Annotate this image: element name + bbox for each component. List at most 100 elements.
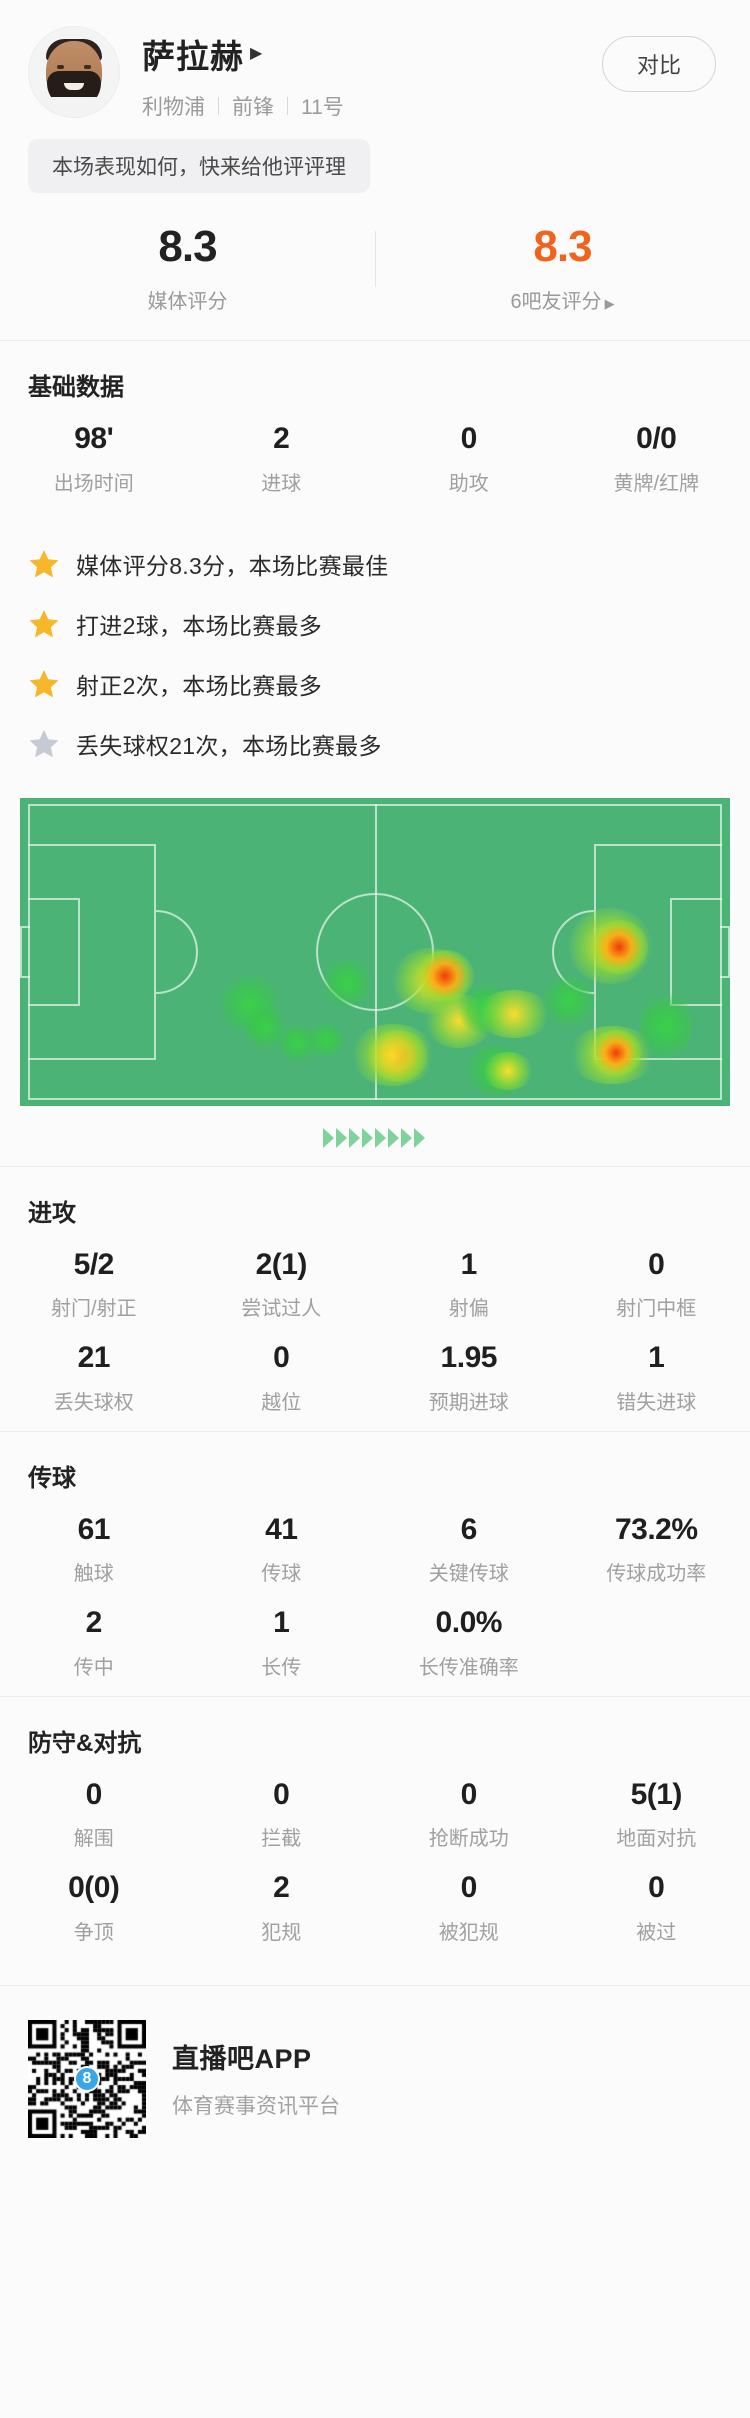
- player-identity: 萨拉赫 ▶ 利物浦 前锋 11号: [142, 24, 602, 121]
- stat-value: 2: [273, 422, 290, 456]
- attack-stat-row-1: 5/2 射门/射正 2(1) 尝试过人 1 射偏 0 射门中框: [0, 1234, 750, 1328]
- passing-stat-row-2: 2 传中 1 长传 0.0% 长传准确率: [0, 1592, 750, 1686]
- player-number: 11号: [301, 96, 344, 119]
- stat-label: 传中: [73, 1656, 114, 1679]
- stat-label: 错失进球: [616, 1391, 697, 1414]
- stat-label: 抢断成功: [428, 1828, 509, 1851]
- chevron-right-icon: [349, 1127, 360, 1148]
- avatar-mouth: [64, 83, 84, 90]
- chevron-right-icon: [336, 1127, 347, 1148]
- stat-cell: 2 进球: [188, 420, 376, 496]
- chevron-right-icon: ▶: [250, 45, 263, 62]
- section-attack: 进攻 5/2 射门/射正 2(1) 尝试过人 1 射偏 0 射门中框 21 丢失…: [0, 1166, 750, 1431]
- rate-prompt-banner[interactable]: 本场表现如何，快来给他评评理: [28, 139, 370, 193]
- chevron-right-icon: [375, 1127, 386, 1148]
- pitch-six-yard-left: [28, 897, 80, 1006]
- stat-value: 73.2%: [614, 1512, 698, 1546]
- scroll-hint-chevrons[interactable]: [0, 1105, 750, 1166]
- stat-value: 41: [265, 1512, 298, 1546]
- ratings-row: 8.3 媒体评分 8.3 6吧友评分 ▶: [0, 193, 750, 341]
- star-icon: [28, 608, 60, 640]
- stat-value: 5(1): [630, 1777, 683, 1811]
- section-title-basic: 基础数据: [28, 374, 124, 402]
- rating-fans-value: 8.3: [533, 222, 592, 271]
- stat-cell: 0/0 黄牌/红牌: [563, 420, 750, 496]
- pitch-six-yard-right: [670, 897, 722, 1006]
- defense-stat-row-1: 0 解围 0 拦截 0 抢断成功 5(1) 地面对抗: [0, 1764, 750, 1858]
- stat-label: 长传准确率: [418, 1656, 519, 1679]
- stat-label: 被过: [636, 1921, 677, 1944]
- rating-fans[interactable]: 8.3 6吧友评分 ▶: [375, 222, 750, 314]
- avatar-shoulders: [31, 97, 117, 117]
- stat-cell: 98' 出场时间: [0, 420, 188, 496]
- stat-value: 0: [648, 1247, 665, 1281]
- stat-cell: 61 触球: [0, 1511, 188, 1587]
- stat-cell: 41 传球: [188, 1511, 376, 1587]
- stat-label: 助攻: [448, 472, 489, 495]
- stat-label: 拦截: [261, 1828, 302, 1851]
- avatar-eye-right: [84, 65, 91, 69]
- stat-cell: 2(1) 尝试过人: [188, 1246, 376, 1322]
- defense-stat-row-2: 0(0) 争顶 2 犯规 0 被犯规 0 被过: [0, 1857, 750, 1951]
- stat-label: 预期进球: [428, 1391, 509, 1414]
- stat-cell: 0.0% 长传准确率: [375, 1604, 563, 1680]
- list-item: 打进2球，本场比赛最多: [28, 594, 722, 654]
- stat-value: 2: [273, 1871, 290, 1905]
- stat-value: 0: [273, 1777, 290, 1811]
- meta-divider-1: [218, 97, 219, 115]
- chevron-right-icon: [401, 1127, 412, 1148]
- stat-label: 传球成功率: [606, 1563, 707, 1586]
- stat-label: 丢失球权: [53, 1391, 134, 1414]
- player-header: 萨拉赫 ▶ 利物浦 前锋 11号 对比: [0, 0, 750, 121]
- avatar-eye-left: [57, 65, 64, 69]
- pitch-center-circle: [316, 892, 434, 1011]
- pitch-goal-right: [720, 925, 730, 978]
- player-name-row[interactable]: 萨拉赫 ▶: [142, 30, 602, 78]
- passing-stat-row-1: 61 触球 41 传球 6 关键传球 73.2% 传球成功率: [0, 1499, 750, 1593]
- highlight-text: 媒体评分8.3分，本场比赛最佳: [76, 552, 389, 579]
- heatmap-wrap: [0, 797, 750, 1106]
- stat-cell: 2 犯规: [188, 1869, 376, 1945]
- highlight-text: 丢失球权21次，本场比赛最多: [76, 732, 382, 759]
- stat-label: 进球: [261, 472, 302, 495]
- rate-prompt-wrap: 本场表现如何，快来给他评评理: [0, 121, 750, 193]
- stat-value: 5/2: [73, 1247, 115, 1281]
- stat-label: 越位: [261, 1391, 302, 1414]
- compare-button[interactable]: 对比: [601, 36, 716, 92]
- qr-code[interactable]: 8: [28, 2019, 146, 2138]
- footer-app-name: 直播吧APP: [172, 2044, 312, 2075]
- player-avatar[interactable]: [28, 26, 120, 118]
- stat-value: 2: [85, 1606, 103, 1640]
- player-team: 利物浦: [142, 96, 205, 119]
- chevron-right-icon: [414, 1127, 425, 1148]
- stat-value: 1.95: [440, 1341, 498, 1375]
- stat-label: 出场时间: [53, 472, 134, 495]
- chevron-right-icon: [323, 1127, 334, 1148]
- star-icon: [28, 548, 60, 580]
- section-title-passing: 传球: [28, 1464, 76, 1492]
- section-defense: 防守&对抗 0 解围 0 拦截 0 抢断成功 5(1) 地面对抗 0(0) 争顶: [0, 1696, 750, 1961]
- rating-fans-label: 6吧友评分 ▶: [510, 291, 615, 314]
- star-icon: [28, 668, 60, 700]
- player-heatmap-pitch[interactable]: [20, 797, 730, 1106]
- stat-cell: 5/2 射门/射正: [0, 1246, 188, 1322]
- stat-value: 6: [460, 1512, 478, 1546]
- qr-badge: 8: [74, 2065, 100, 2092]
- stat-cell: 0 被犯规: [375, 1869, 563, 1945]
- stat-cell: 1 射偏: [375, 1246, 563, 1322]
- list-item: 媒体评分8.3分，本场比赛最佳: [28, 534, 722, 594]
- stat-value: 0: [85, 1777, 103, 1811]
- section-basic-data: 基础数据 98' 出场时间 2 进球 0 助攻 0/0 黄牌/红牌: [0, 341, 750, 512]
- pitch-goal-left: [20, 925, 30, 978]
- stat-cell: 0(0) 争顶: [0, 1869, 188, 1945]
- stat-cell: 0 抢断成功: [375, 1776, 563, 1852]
- stat-value: 0: [648, 1871, 665, 1905]
- stat-cell: 1 错失进球: [563, 1339, 750, 1415]
- highlight-text: 打进2球，本场比赛最多: [76, 612, 323, 639]
- stat-label: 尝试过人: [241, 1298, 322, 1321]
- stat-label: 触球: [73, 1563, 114, 1586]
- section-divider-top: [0, 340, 750, 342]
- stat-cell: 1 长传: [188, 1604, 376, 1680]
- stat-label: 犯规: [261, 1921, 302, 1944]
- stat-label: 关键传球: [428, 1563, 509, 1586]
